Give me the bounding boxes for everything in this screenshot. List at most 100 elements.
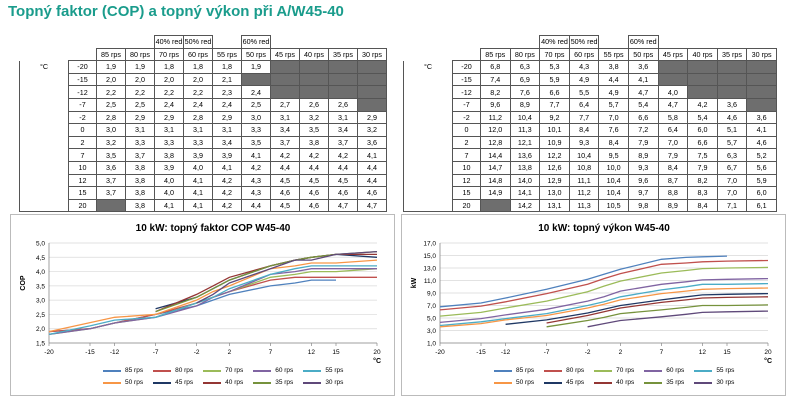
value-cell: 1,8 xyxy=(154,60,184,74)
x-tick-label: 2 xyxy=(228,349,232,356)
value-cell: 8,9 xyxy=(627,148,659,162)
value-cell: 4,1 xyxy=(627,72,659,87)
value-cell: 4,4 xyxy=(357,173,387,188)
value-cell xyxy=(299,85,329,99)
y-tick-label: 9,0 xyxy=(427,291,436,298)
unit-cell xyxy=(19,85,69,99)
speed-header: 55 rps xyxy=(212,47,242,62)
value-cell: 3,1 xyxy=(183,123,213,137)
value-cell: 2,9 xyxy=(154,110,184,125)
unit-cell xyxy=(403,123,453,137)
value-cell xyxy=(357,85,387,99)
x-tick-label: 15 xyxy=(723,349,731,356)
y-tick-label: 3,0 xyxy=(427,328,436,335)
value-cell: 2,5 xyxy=(125,97,155,112)
value-cell: 2,9 xyxy=(357,110,387,125)
x-tick-label: -7 xyxy=(153,349,159,356)
temperature-cell: -7 xyxy=(68,97,97,112)
value-cell: 13,1 xyxy=(539,198,570,213)
value-cell: 8,2 xyxy=(687,173,718,188)
value-cell: 3,2 xyxy=(299,110,329,125)
temperature-cell: 7 xyxy=(68,148,97,162)
kw-chart-legend: 85 rps 80 rps 70 rps 60 rps 55 rps 50 rps 45 r… xyxy=(494,367,734,386)
value-cell: 3,8 xyxy=(125,173,155,188)
table-row: 7 3,5 3,7 3,8 3,9 3,9 4,1 4,2 4,2 4,2 4,1 xyxy=(19,148,387,162)
table-row: -2 11,2 10,4 9,2 7,7 7,0 6,6 5,8 5,4 4,6 3,6 xyxy=(403,110,777,125)
legend-item: 60 rps xyxy=(253,367,293,374)
value-cell: 4,7 xyxy=(657,97,689,112)
value-cell: 8,4 xyxy=(568,123,600,137)
value-cell xyxy=(687,60,718,74)
value-cell: 14,2 xyxy=(509,198,541,213)
value-cell: 3,2 xyxy=(357,123,387,137)
value-cell: 4,4 xyxy=(357,160,387,175)
value-cell: 4,2 xyxy=(270,148,300,162)
value-cell: 4,0 xyxy=(154,173,184,188)
legend-swatch xyxy=(544,369,563,372)
header-spacer xyxy=(97,36,126,49)
series-line-55-rps xyxy=(439,282,769,327)
speed-header: 45 rps xyxy=(270,47,300,62)
value-cell: 4,1 xyxy=(746,123,777,137)
legend-label: 40 rps xyxy=(616,379,635,386)
value-cell xyxy=(716,85,748,99)
temperature-cell: 20 xyxy=(452,198,481,213)
legend-swatch xyxy=(644,369,663,372)
y-axis-label: COP xyxy=(20,275,27,291)
unit-cell xyxy=(19,199,69,213)
table-row: 12 3,7 3,8 4,0 4,1 4,2 4,3 4,5 4,5 4,5 4,4 xyxy=(19,173,387,188)
table-row: °C -20 1,9 1,9 1,8 1,8 1,8 1,9 xyxy=(19,60,387,74)
value-cell: 7,0 xyxy=(716,173,748,188)
value-cell: 3,3 xyxy=(183,135,213,150)
value-cell: 3,5 xyxy=(96,148,126,162)
group-label: 40% red xyxy=(154,35,184,49)
value-cell: 12,1 xyxy=(509,135,541,150)
legend-item: 85 rps xyxy=(103,367,143,374)
series-line-50-rps xyxy=(48,259,378,333)
value-cell: 1,9 xyxy=(241,60,271,74)
value-cell: 6,8 xyxy=(480,60,511,74)
y-tick-label: 15,0 xyxy=(423,253,436,260)
value-cell: 4,2 xyxy=(212,186,242,200)
value-cell: 3,6 xyxy=(96,160,126,175)
value-cell: 5,7 xyxy=(716,135,748,150)
unit-cell xyxy=(19,136,69,149)
value-cell: 3,8 xyxy=(598,60,629,74)
value-cell: 9,7 xyxy=(627,186,659,200)
value-cell: 11,1 xyxy=(568,173,600,188)
speed-header: 80 rps xyxy=(125,47,155,62)
value-cell: 4,6 xyxy=(299,186,329,200)
value-cell: 4,2 xyxy=(241,160,271,175)
value-cell: 3,3 xyxy=(154,135,184,150)
value-cell: 4,7 xyxy=(357,198,387,213)
value-cell: 4,2 xyxy=(299,148,329,162)
table-row: 2 3,2 3,3 3,3 3,3 3,4 3,5 3,7 3,8 3,7 3,6 xyxy=(19,135,387,150)
legend-item: 45 rps xyxy=(544,379,584,386)
value-cell: 5,1 xyxy=(716,123,748,137)
value-cell: 3,1 xyxy=(328,110,358,125)
value-cell xyxy=(657,60,689,74)
speed-header: 30 rps xyxy=(746,47,777,62)
unit-cell xyxy=(19,98,69,112)
value-cell: 4,7 xyxy=(328,198,358,213)
value-cell: 5,2 xyxy=(746,148,777,162)
temperature-cell: -12 xyxy=(68,85,97,99)
value-cell: 7,2 xyxy=(627,123,659,137)
value-cell: 6,3 xyxy=(509,60,541,74)
value-cell: 1,9 xyxy=(125,60,155,74)
value-cell: 5,5 xyxy=(568,85,600,99)
value-cell: 4,6 xyxy=(328,186,358,200)
legend-item: 85 rps xyxy=(494,367,534,374)
value-cell: 6,0 xyxy=(687,123,718,137)
table-header-row: 40% red 50% red 60% red xyxy=(20,35,387,49)
value-cell: 8,8 xyxy=(657,186,689,200)
value-cell: 2,4 xyxy=(154,97,184,112)
value-cell: 4,6 xyxy=(299,198,329,213)
value-cell: 2,4 xyxy=(183,97,213,112)
value-cell: 12,8 xyxy=(480,135,511,150)
temperature-cell: 0 xyxy=(68,123,97,137)
value-cell: 7,0 xyxy=(598,110,629,125)
value-cell: 7,0 xyxy=(657,135,689,150)
unit-cell xyxy=(19,174,69,187)
value-cell: 4,1 xyxy=(241,148,271,162)
